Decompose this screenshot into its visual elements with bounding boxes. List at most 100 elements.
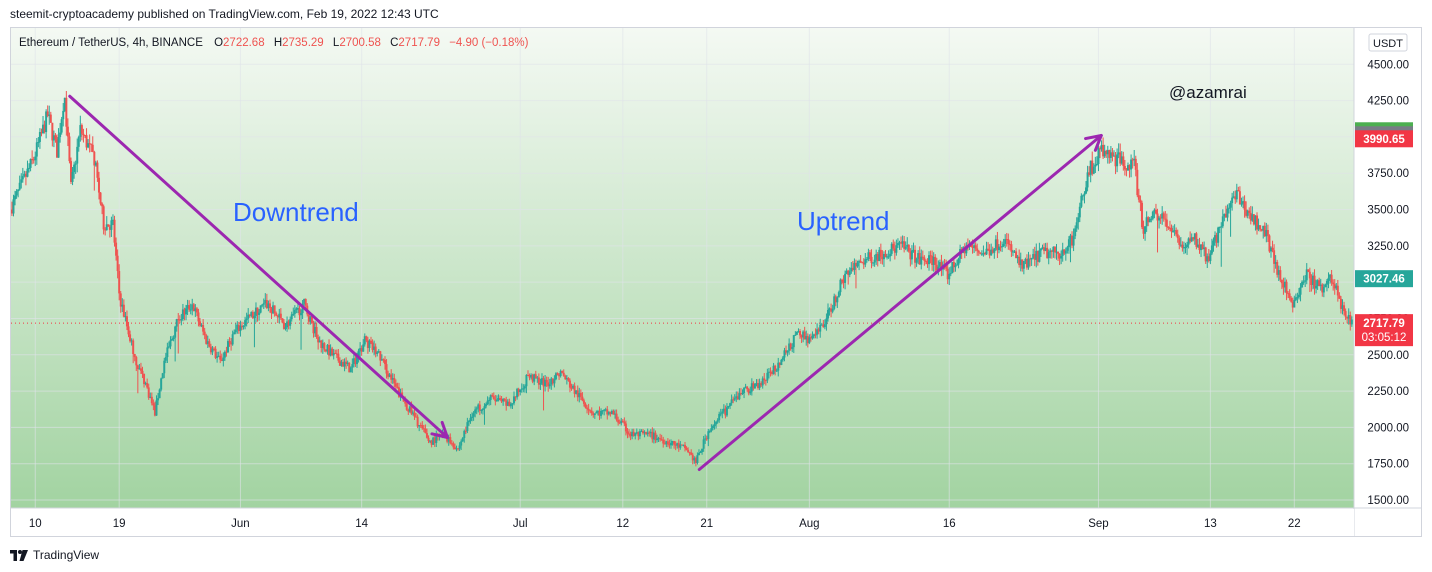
candle-body xyxy=(433,437,436,444)
candle-body xyxy=(1262,225,1265,231)
candle-body xyxy=(158,389,161,399)
candle-body xyxy=(97,177,100,193)
trendline-downtrend[interactable] xyxy=(68,94,449,440)
candle-body xyxy=(1094,164,1097,167)
candle-body xyxy=(228,341,231,343)
candle-body xyxy=(589,410,592,412)
candle-body xyxy=(889,253,892,257)
candle-body xyxy=(121,304,124,307)
candle-body xyxy=(147,387,150,398)
candle-body xyxy=(1311,275,1314,285)
candle-body xyxy=(677,443,680,448)
trendlines[interactable] xyxy=(68,94,1103,472)
time-tick-label: 16 xyxy=(943,518,956,530)
candle-body xyxy=(273,305,276,313)
candle-body xyxy=(582,400,585,404)
candle-body xyxy=(937,266,940,271)
candle-body xyxy=(854,262,857,267)
candle-body xyxy=(794,334,797,336)
candle-body xyxy=(1231,197,1234,203)
currency-badge[interactable]: USDT xyxy=(1368,33,1408,52)
candle-body xyxy=(268,303,271,309)
candle-body xyxy=(65,97,68,127)
candle-body xyxy=(1159,217,1162,219)
candle-body xyxy=(189,309,192,311)
candle-body xyxy=(948,273,951,280)
candle-body xyxy=(1217,227,1220,243)
candle-body xyxy=(834,296,837,303)
candle-body xyxy=(76,146,79,164)
candle-body xyxy=(708,430,711,432)
time-axis[interactable]: 10 19 Jun 14 Jul 12 21 Aug 16 Sep 13 22 xyxy=(29,518,1301,530)
candle-body xyxy=(766,372,769,381)
candle-body xyxy=(1307,269,1310,272)
candle-body xyxy=(1058,253,1061,259)
candle-body xyxy=(118,271,121,294)
candle-body xyxy=(993,248,996,253)
candle-body xyxy=(467,420,470,423)
legend: Ethereum / TetherUS, 4h, BINANCE O2722.6… xyxy=(19,37,529,49)
candle-body xyxy=(180,319,183,321)
price-axis[interactable]: 4500.004250.004000.003750.003500.003250.… xyxy=(1367,59,1409,507)
legend-low: 2700.58 xyxy=(339,37,381,49)
candle-body xyxy=(730,399,733,404)
candle-body xyxy=(390,374,393,380)
candle-body xyxy=(694,458,697,464)
candle-body xyxy=(24,173,27,177)
time-axis-bg xyxy=(11,509,1354,536)
candle-body xyxy=(1271,247,1274,251)
candle-body xyxy=(1080,195,1083,207)
candle-body xyxy=(568,380,571,388)
candle-body xyxy=(1243,201,1246,210)
candle-body xyxy=(918,253,921,265)
candle-body xyxy=(127,326,130,335)
candle-body xyxy=(1016,256,1019,258)
candle-body xyxy=(206,341,209,344)
candle-body xyxy=(174,326,177,338)
candle-body xyxy=(385,364,388,374)
price-chart[interactable]: Downtrend Uptrend @azamrai Ethereum / Te… xyxy=(11,28,1421,536)
candle-body xyxy=(945,265,948,269)
candle-body xyxy=(73,164,76,173)
candle-body xyxy=(797,331,800,333)
published-line: steemit-cryptoacademy published on Tradi… xyxy=(10,7,439,21)
legend-close: 2717.79 xyxy=(398,37,440,49)
price-tick-label: 3500.00 xyxy=(1367,205,1409,217)
candle-body xyxy=(1097,148,1100,165)
candle-body xyxy=(115,242,118,256)
candle-body xyxy=(559,370,562,377)
candle-body xyxy=(1234,196,1237,200)
candle-body xyxy=(328,344,331,356)
candle-body xyxy=(1346,316,1349,319)
candle-body xyxy=(256,307,259,315)
candle-body xyxy=(977,250,980,253)
candle-body xyxy=(912,249,915,251)
candle-body xyxy=(682,444,685,446)
candle-body xyxy=(223,351,226,358)
candle-body xyxy=(876,254,879,261)
candle-body xyxy=(615,413,618,420)
candle-body xyxy=(957,258,960,265)
candle-body xyxy=(1008,244,1011,246)
candle-body xyxy=(45,111,48,133)
candle-body xyxy=(935,264,938,271)
candle-body xyxy=(1287,293,1290,295)
candle-body xyxy=(733,398,736,400)
candle-body xyxy=(940,262,943,270)
candle-body xyxy=(1150,218,1153,220)
candle-body xyxy=(1187,238,1190,245)
candle-body xyxy=(875,254,878,260)
candle-body xyxy=(40,132,43,134)
candle-body xyxy=(1336,285,1339,296)
candle-body xyxy=(1064,250,1067,254)
candle-body xyxy=(702,439,705,449)
trendline-uptrend[interactable] xyxy=(697,133,1103,472)
candle-body xyxy=(460,441,463,446)
candle-body xyxy=(1257,225,1260,230)
candle-body xyxy=(415,416,418,418)
candle-body xyxy=(831,308,834,312)
candle-body xyxy=(85,135,88,148)
candle-body xyxy=(987,248,990,250)
candle-body xyxy=(814,334,817,336)
candle-body xyxy=(676,443,679,446)
